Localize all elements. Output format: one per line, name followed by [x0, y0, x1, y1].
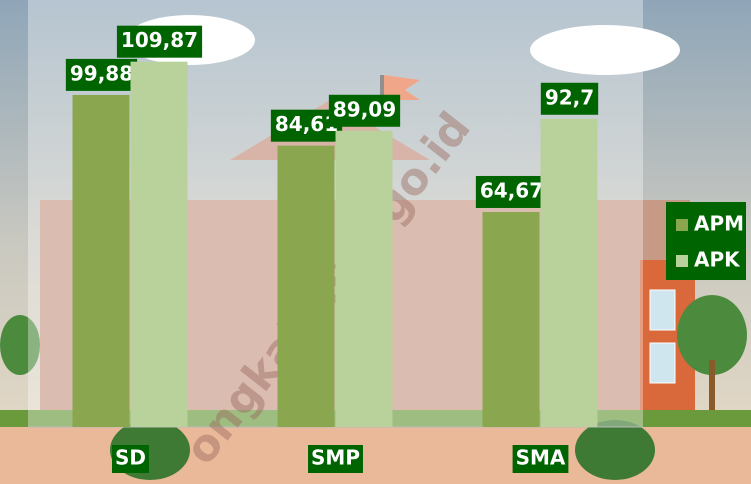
- bar: [131, 62, 188, 427]
- value-label: 64,67: [480, 178, 543, 202]
- legend-label: APM: [694, 212, 744, 236]
- legend-swatch: [676, 219, 688, 231]
- value-label: 99,88: [70, 61, 133, 85]
- x-tick-label: SD: [115, 446, 146, 470]
- value-label: 109,87: [121, 28, 198, 52]
- bar: [73, 95, 130, 427]
- value-label: 92,7: [545, 85, 594, 109]
- legend-swatch: [676, 255, 688, 267]
- bar: [336, 131, 393, 427]
- x-tick-label: SMP: [311, 446, 360, 470]
- x-tick-label: SMA: [516, 446, 566, 470]
- bar: [278, 146, 335, 427]
- bar: [541, 119, 598, 427]
- value-label: 84,61: [275, 112, 338, 136]
- chart: ongkab.bps.go.id99,88109,87SD84,6189,09S…: [0, 0, 751, 484]
- value-label: 89,09: [333, 97, 396, 121]
- bar: [483, 212, 540, 427]
- legend-label: APK: [694, 248, 741, 272]
